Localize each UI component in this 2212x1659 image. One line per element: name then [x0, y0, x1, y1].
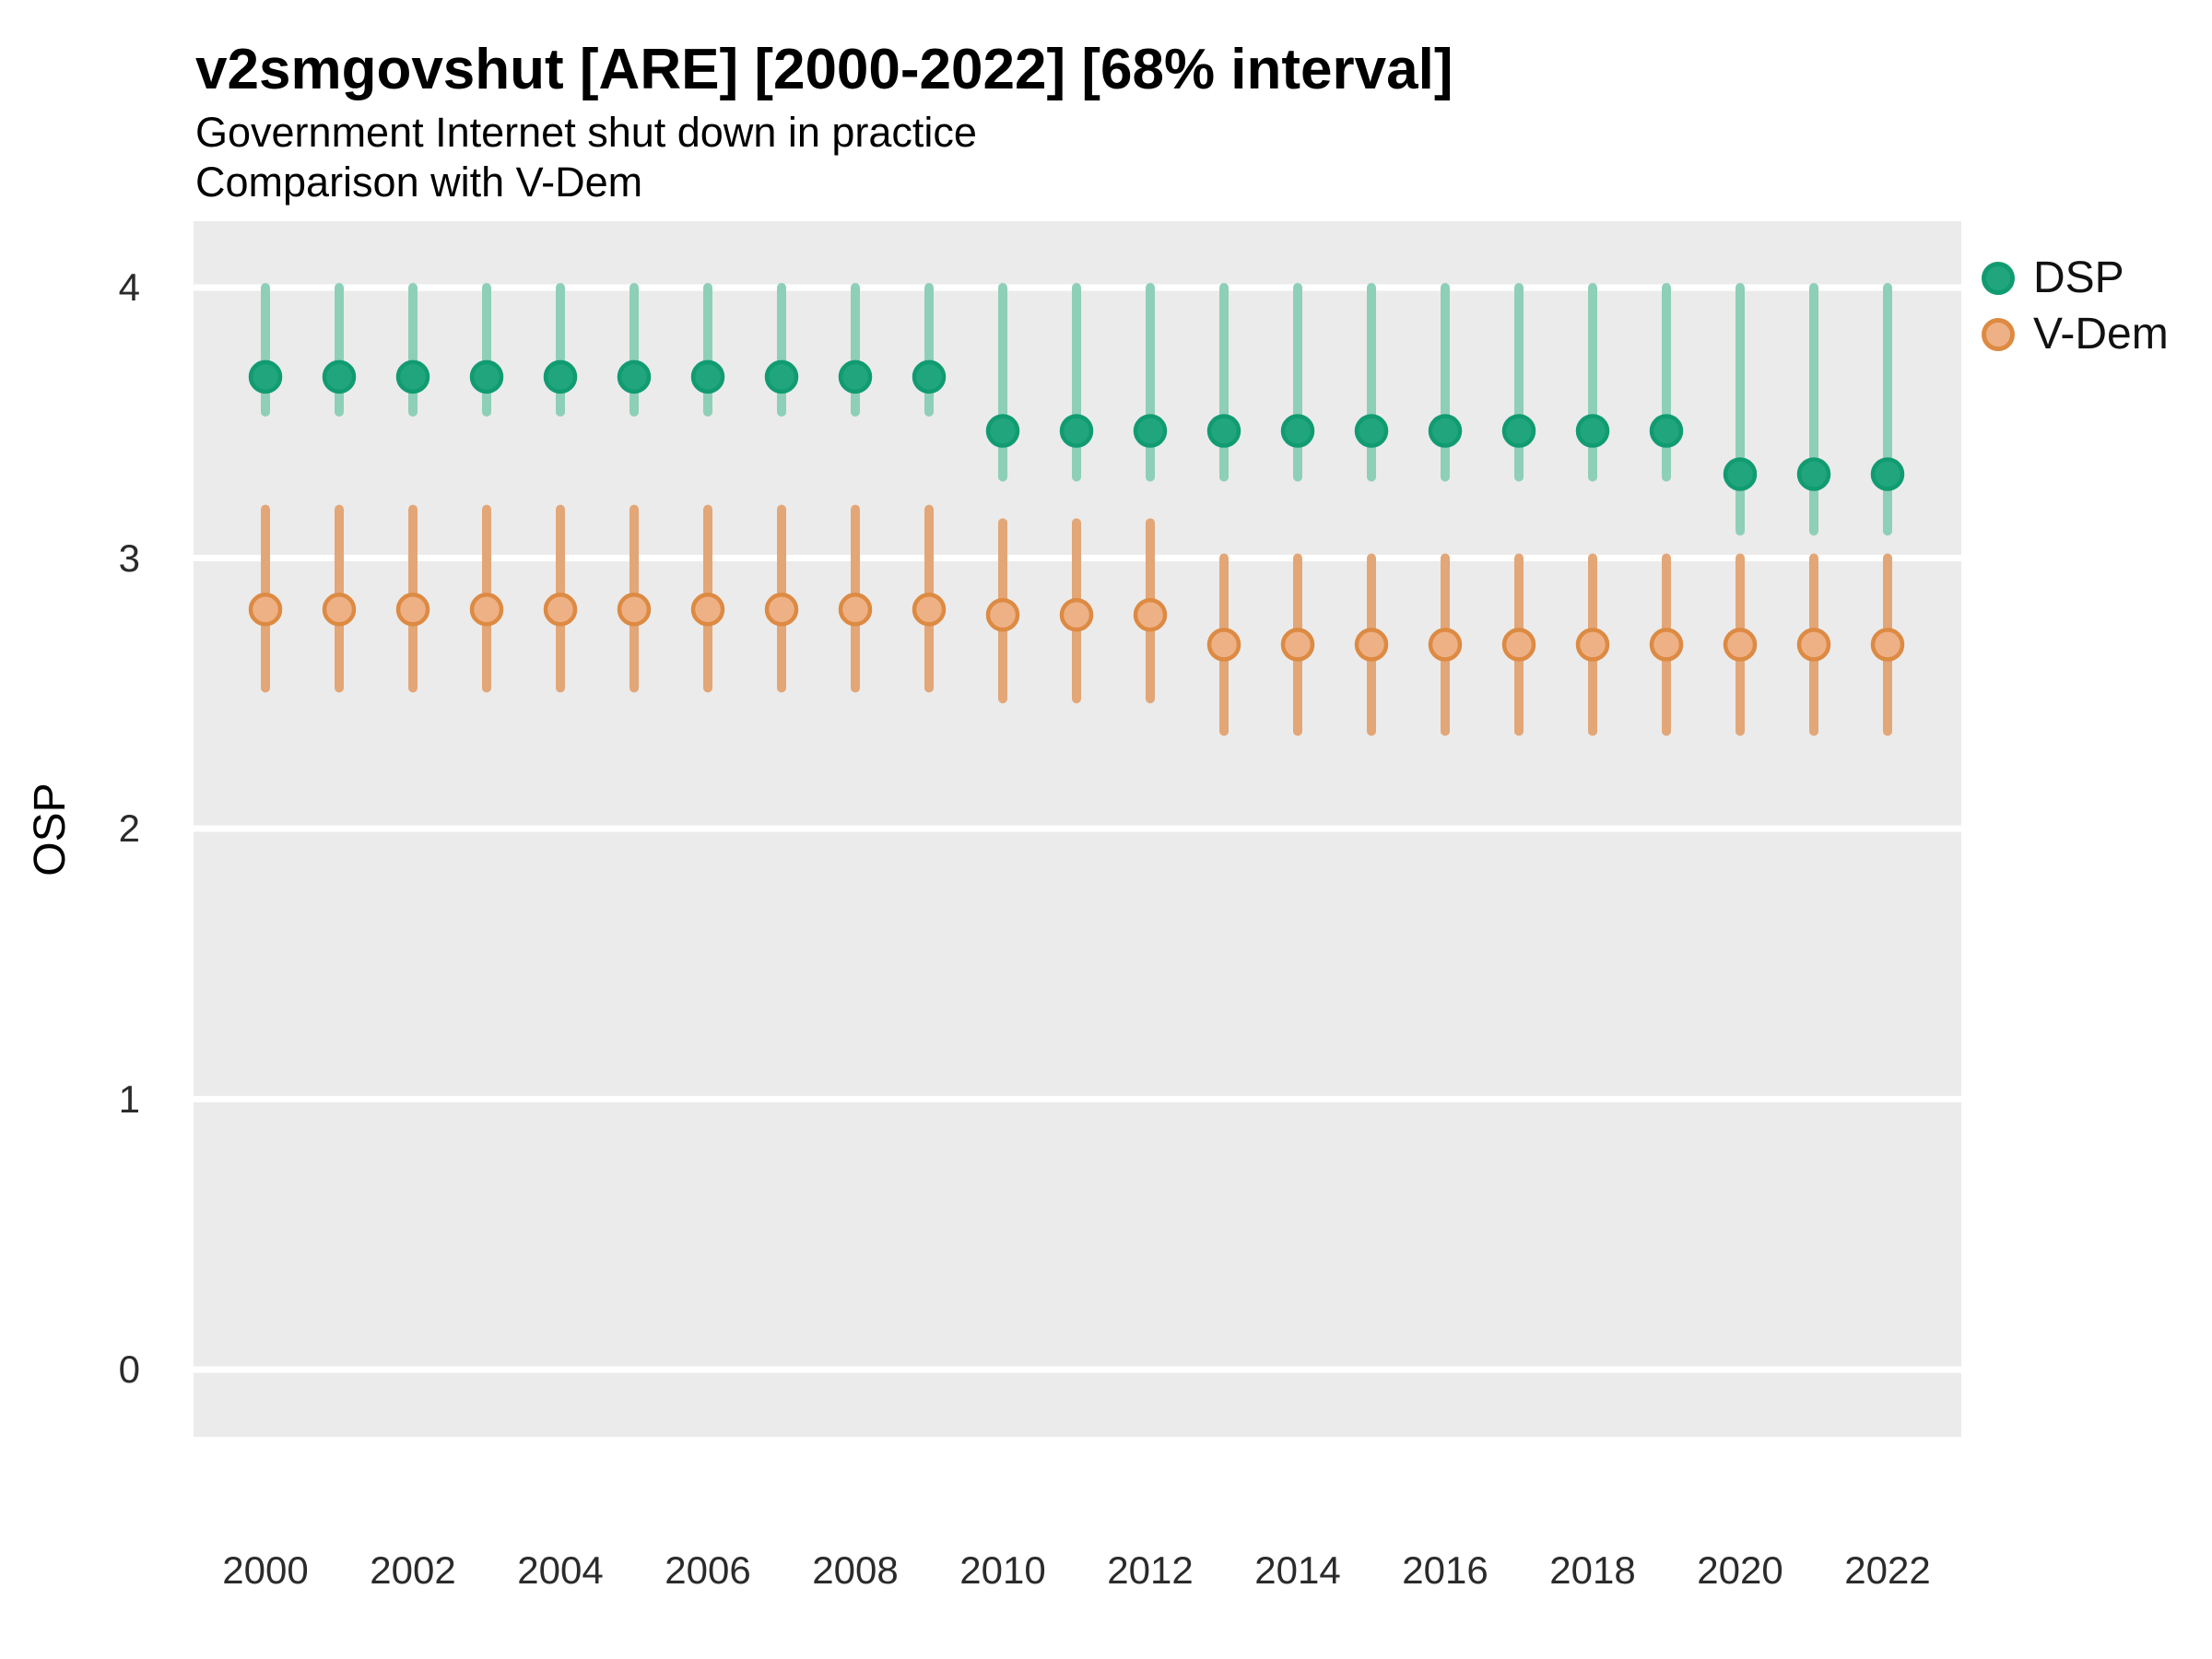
v-dem-point-2017 [1501, 628, 1536, 662]
x-tick-label-2000: 2000 [222, 1548, 309, 1592]
dsp-point-2005 [617, 359, 652, 394]
v-dem-point-2020 [1723, 628, 1758, 662]
v-dem-point-2010 [985, 597, 1020, 632]
x-tick-label-2012: 2012 [1107, 1548, 1194, 1592]
v-dem-point-2000 [248, 593, 283, 627]
v-dem-point-2013 [1206, 628, 1241, 662]
v-dem-point-2016 [1428, 628, 1463, 662]
v-dem-point-2006 [690, 593, 725, 627]
v-dem-point-2001 [322, 593, 357, 627]
dsp-point-2002 [395, 359, 430, 394]
dsp-point-2000 [248, 359, 283, 394]
y-tick-label-2: 2 [118, 806, 140, 850]
dsp-point-2018 [1575, 414, 1610, 448]
dsp-point-2008 [838, 359, 873, 394]
y-tick-label-1: 1 [118, 1077, 140, 1121]
legend-label-vdem: V-Dem [2033, 310, 2169, 359]
x-tick-label-2018: 2018 [1549, 1548, 1636, 1592]
x-tick-label-2004: 2004 [517, 1548, 604, 1592]
dsp-point-2004 [543, 359, 578, 394]
x-tick-label-2020: 2020 [1697, 1548, 1783, 1592]
dsp-point-2022 [1870, 457, 1905, 491]
x-tick-label-2014: 2014 [1254, 1548, 1341, 1592]
v-dem-point-2011 [1059, 597, 1094, 632]
dsp-point-2009 [912, 359, 947, 394]
y-tick-label-4: 4 [118, 265, 140, 309]
dsp-point-2017 [1501, 414, 1536, 448]
v-dem-point-2003 [469, 593, 504, 627]
dsp-point-2014 [1280, 414, 1315, 448]
legend-entry-dsp: DSP [1982, 253, 2124, 303]
dsp-point-2013 [1206, 414, 1241, 448]
x-tick-label-2010: 2010 [959, 1548, 1046, 1592]
x-tick-label-2022: 2022 [1844, 1548, 1931, 1592]
dsp-point-2010 [985, 414, 1020, 448]
x-tick-label-2016: 2016 [1402, 1548, 1488, 1592]
dsp-point-2019 [1649, 414, 1684, 448]
v-dem-point-2019 [1649, 628, 1684, 662]
dsp-point-2016 [1428, 414, 1463, 448]
chart-subtitle: Government Internet shut down in practic… [195, 109, 977, 156]
dsp-point-2001 [322, 359, 357, 394]
v-dem-point-2018 [1575, 628, 1610, 662]
v-dem-point-2004 [543, 593, 578, 627]
y-tick-label-0: 0 [118, 1347, 140, 1391]
v-dem-point-2002 [395, 593, 430, 627]
v-dem-point-2015 [1354, 628, 1389, 662]
v-dem-point-2005 [617, 593, 652, 627]
v-dem-point-2009 [912, 593, 947, 627]
legend-entry-vdem: V-Dem [1982, 309, 2169, 359]
x-tick-label-2006: 2006 [665, 1548, 751, 1592]
dsp-point-2021 [1796, 457, 1831, 491]
dsp-legend-dot-icon [1982, 261, 2015, 295]
chart-subtitle-comparison: Comparison with V-Dem [195, 159, 643, 206]
x-tick-label-2002: 2002 [370, 1548, 456, 1592]
dsp-point-2020 [1723, 457, 1758, 491]
dsp-point-2003 [469, 359, 504, 394]
v-dem-point-2008 [838, 593, 873, 627]
v-dem-point-2014 [1280, 628, 1315, 662]
dsp-point-2011 [1059, 414, 1094, 448]
v-dem-point-2021 [1796, 628, 1831, 662]
v-dem-point-2012 [1133, 597, 1168, 632]
vdem-legend-dot-icon [1982, 317, 2015, 351]
legend-label-dsp: DSP [2033, 253, 2124, 302]
y-tick-label-3: 3 [118, 535, 140, 580]
dsp-point-2015 [1354, 414, 1389, 448]
v-dem-point-2022 [1870, 628, 1905, 662]
chart-title: v2smgovshut [ARE] [2000-2022] [68% inter… [195, 38, 1453, 101]
dsp-point-2012 [1133, 414, 1168, 448]
x-tick-label-2008: 2008 [812, 1548, 899, 1592]
dsp-point-2007 [764, 359, 799, 394]
v-dem-point-2007 [764, 593, 799, 627]
dsp-point-2006 [690, 359, 725, 394]
